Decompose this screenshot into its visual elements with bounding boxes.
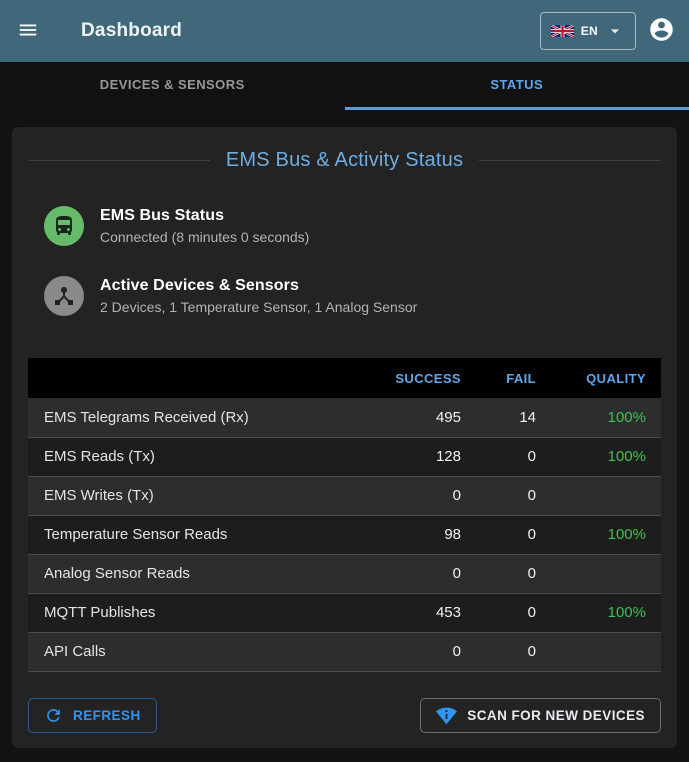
language-label: EN (580, 24, 598, 38)
title-divider-right (479, 160, 661, 161)
menu-button[interactable] (17, 11, 57, 51)
header-row: SUCCESS FAIL QUALITY (28, 358, 661, 398)
active-devices-text: Active Devices & Sensors 2 Devices, 1 Te… (100, 277, 417, 315)
fail-value: 14 (519, 408, 536, 426)
table-row: Analog Sensor Reads 0 0 (28, 554, 661, 593)
status-item-subtitle: 2 Devices, 1 Temperature Sensor, 1 Analo… (100, 299, 418, 315)
metric-label: API Calls (44, 643, 106, 660)
metric-label: Analog Sensor Reads (44, 565, 190, 582)
column-header-success: SUCCESS (395, 370, 461, 386)
menu-icon (17, 19, 39, 44)
caret-down-icon (605, 21, 625, 41)
main-content: EMS Bus & Activity Status EMS Bus Status… (0, 127, 689, 748)
success-value: 495 (435, 408, 461, 426)
account-circle-icon (648, 16, 675, 46)
success-value: 128 (435, 448, 461, 465)
status-item-title: EMS Bus Status (100, 207, 225, 224)
refresh-button-label: REFRESH (73, 707, 141, 723)
status-card: EMS Bus & Activity Status EMS Bus Status… (12, 127, 677, 748)
column-header-fail: FAIL (506, 370, 536, 386)
title-divider-left (28, 160, 210, 161)
quality-value: 100% (607, 526, 646, 543)
quality-value (551, 476, 661, 515)
status-list: EMS Bus Status Connected (8 minutes 0 se… (28, 198, 661, 324)
uk-flag-icon (550, 25, 574, 37)
metric-label: Temperature Sensor Reads (44, 526, 228, 543)
page-title: Dashboard (81, 20, 183, 41)
success-value: 0 (452, 643, 461, 660)
column-header-quality: QUALITY (586, 370, 646, 386)
fail-value: 0 (527, 448, 536, 465)
quality-value: 100% (607, 604, 646, 621)
language-selector[interactable]: EN (539, 12, 636, 50)
bus-icon (44, 206, 84, 246)
metric-label: EMS Telegrams Received (Rx) (44, 408, 249, 426)
fail-value: 0 (527, 487, 536, 504)
metric-label: EMS Reads (Tx) (44, 448, 155, 465)
quality-value (551, 632, 661, 671)
tab-bar: DEVICES & SENSORS STATUS (0, 62, 689, 110)
table-row: EMS Writes (Tx) 0 0 (28, 476, 661, 515)
quality-value: 100% (607, 408, 646, 426)
tab-devices-sensors[interactable]: DEVICES & SENSORS (0, 62, 345, 110)
account-button[interactable] (648, 16, 675, 46)
card-title-row: EMS Bus & Activity Status (28, 149, 661, 172)
status-item-subtitle: Connected (8 minutes 0 seconds) (100, 229, 310, 245)
column-header-metric (28, 358, 381, 398)
card-actions: REFRESH SCAN FOR NEW DEVICES (28, 697, 661, 733)
scan-wifi-icon (436, 705, 458, 726)
quality-value: 100% (607, 448, 646, 465)
fail-value: 0 (527, 565, 536, 582)
success-value: 453 (435, 604, 461, 621)
table-row: Temperature Sensor Reads 98 0 100% (28, 515, 661, 554)
tab-status[interactable]: STATUS (344, 62, 689, 110)
table-row: API Calls 0 0 (28, 632, 661, 671)
activity-table: SUCCESS FAIL QUALITY EMS Telegrams Recei… (28, 358, 661, 672)
success-value: 98 (444, 526, 461, 543)
active-devices-item: Active Devices & Sensors 2 Devices, 1 Te… (44, 268, 661, 324)
table-row: EMS Reads (Tx) 128 0 100% (28, 437, 661, 476)
activity-table-head: SUCCESS FAIL QUALITY (28, 358, 661, 398)
metric-label: MQTT Publishes (44, 604, 156, 621)
ems-bus-status-item: EMS Bus Status Connected (8 minutes 0 se… (44, 198, 661, 254)
success-value: 0 (452, 487, 461, 504)
activity-table-body: EMS Telegrams Received (Rx) 495 14 100% … (28, 398, 661, 671)
app-header: Dashboard EN (0, 0, 689, 62)
status-item-title: Active Devices & Sensors (100, 277, 299, 294)
fail-value: 0 (527, 604, 536, 621)
quality-value (551, 554, 661, 593)
metric-label: EMS Writes (Tx) (44, 487, 154, 504)
table-row: MQTT Publishes 453 0 100% (28, 593, 661, 632)
fail-value: 0 (527, 526, 536, 543)
card-title: EMS Bus & Activity Status (225, 149, 464, 171)
refresh-button[interactable]: REFRESH (28, 697, 157, 733)
scan-button-label: SCAN FOR NEW DEVICES (467, 707, 645, 723)
success-value: 0 (452, 565, 461, 582)
device-hub-icon (44, 276, 84, 316)
fail-value: 0 (527, 643, 536, 660)
table-row: EMS Telegrams Received (Rx) 495 14 100% (28, 398, 661, 437)
scan-for-new-devices-button[interactable]: SCAN FOR NEW DEVICES (420, 697, 661, 733)
refresh-icon (44, 706, 63, 725)
ems-bus-status-text: EMS Bus Status Connected (8 minutes 0 se… (100, 207, 309, 245)
